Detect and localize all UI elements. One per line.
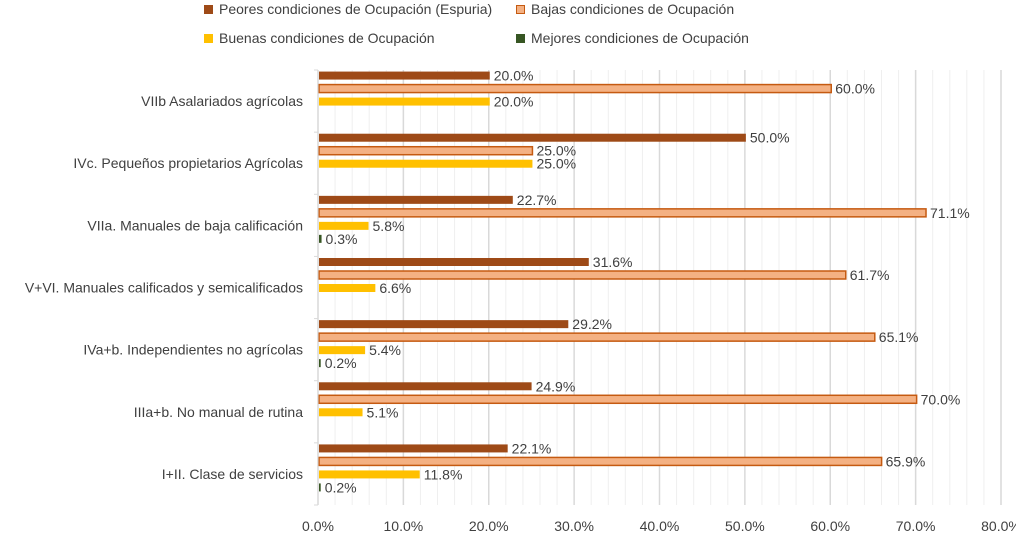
legend-item-buenas[interactable]: Buenas condiciones de Ocupación xyxy=(204,30,435,46)
bar-1-5 xyxy=(318,394,918,405)
x-tick-label: 10.0% xyxy=(384,518,424,534)
legend-swatch-peores xyxy=(204,4,213,14)
category-label: V+VI. Manuales calificados y semicalific… xyxy=(25,280,303,296)
bar-2-1 xyxy=(319,159,533,168)
data-label: 20.0% xyxy=(494,68,534,84)
bar-1-4 xyxy=(318,332,876,342)
x-tick-label: 70.0% xyxy=(896,518,936,534)
bar-1-1 xyxy=(318,145,534,156)
category-label: IVa+b. Independientes no agrícolas xyxy=(83,342,303,358)
x-tick-label: 40.0% xyxy=(640,518,680,534)
y-axis: VIIb Asalariados agrícolas IVc. Pequeños … xyxy=(25,69,319,506)
bar-2-4 xyxy=(319,346,366,355)
data-label: 31.6% xyxy=(593,254,633,270)
data-label: 5.4% xyxy=(369,342,401,358)
bar-1-3 xyxy=(318,270,847,280)
category-label: IVc. Pequeños propietarios Agrícolas xyxy=(73,155,303,171)
x-tick-label: 80.0% xyxy=(981,518,1016,534)
bar-0-3 xyxy=(319,258,589,266)
data-label: 0.3% xyxy=(326,231,358,247)
data-label: 25.0% xyxy=(536,143,576,159)
bar-0-6 xyxy=(319,444,508,453)
bar-2-5 xyxy=(319,408,363,417)
legend-item-bajas[interactable]: Bajas condiciones de Ocupación xyxy=(516,1,734,17)
bar-1-2 xyxy=(318,208,927,218)
legend-swatch-buenas xyxy=(204,33,213,43)
x-tick-label: 50.0% xyxy=(725,518,765,534)
data-label: 0.2% xyxy=(325,355,357,371)
data-label: 24.9% xyxy=(536,378,576,394)
legend-label-peores: Peores condiciones de Ocupación (Espuria… xyxy=(219,1,493,17)
bar-0-2 xyxy=(319,195,513,204)
data-label: 50.0% xyxy=(750,130,790,146)
legend-label-buenas: Buenas condiciones de Ocupación xyxy=(219,30,435,46)
category-label: VIIa. Manuales de baja calificación xyxy=(87,217,303,233)
data-label: 6.6% xyxy=(379,280,411,296)
category-label: VIIb Asalariados agrícolas xyxy=(141,93,303,109)
x-tick-label: 20.0% xyxy=(469,518,509,534)
x-tick-label: 30.0% xyxy=(554,518,594,534)
data-labels: 20.0% 60.0% 20.0% 50.0% 25.0%25.0% 22.7% 71.1%… xyxy=(325,68,970,496)
data-label: 65.1% xyxy=(879,329,919,345)
bar-0-4 xyxy=(319,320,569,329)
data-label: 22.1% xyxy=(512,440,552,456)
bar-2-0 xyxy=(319,97,490,106)
data-label: 5.1% xyxy=(367,404,399,420)
bar-3-2 xyxy=(319,234,322,243)
category-label: I+II. Clase de servicios xyxy=(162,466,303,482)
bar-3-4 xyxy=(319,359,321,368)
data-label: 65.9% xyxy=(886,453,926,469)
bar-2-2 xyxy=(319,221,369,230)
data-label: 22.7% xyxy=(517,192,557,208)
data-label: 20.0% xyxy=(494,94,534,110)
data-label: 0.2% xyxy=(325,479,357,495)
data-label: 70.0% xyxy=(921,391,961,407)
legend-item-mejores[interactable]: Mejores condiciones de Ocupación xyxy=(516,30,749,46)
x-tick-label: 0.0% xyxy=(302,518,334,534)
legend-swatch-mejores xyxy=(516,33,525,43)
data-label: 29.2% xyxy=(572,316,612,332)
bars xyxy=(318,71,927,492)
data-label: 71.1% xyxy=(930,205,970,221)
category-label: IIIa+b. No manual de rutina xyxy=(134,404,303,420)
data-label: 11.8% xyxy=(424,466,463,482)
data-label: 61.7% xyxy=(850,267,890,283)
bar-0-1 xyxy=(319,133,746,142)
data-label: 25.0% xyxy=(536,156,576,172)
bar-1-6 xyxy=(318,456,883,467)
bar-1-0 xyxy=(318,83,832,94)
bar-0-0 xyxy=(319,71,490,80)
legend-label-bajas: Bajas condiciones de Ocupación xyxy=(531,1,735,17)
x-axis: 0.0% 10.0% 20.0% 30.0% 40.0% 50.0% 60.0% 70.0% 8… xyxy=(302,518,1016,534)
bar-2-3 xyxy=(319,284,376,292)
bar-3-6 xyxy=(319,483,321,492)
x-tick-label: 60.0% xyxy=(810,518,850,534)
bar-2-6 xyxy=(319,470,420,479)
legend-label-mejores: Mejores condiciones de Ocupación xyxy=(531,30,749,46)
legend-item-peores[interactable]: Peores condiciones de Ocupación (Espuria… xyxy=(204,1,492,17)
gridlines xyxy=(317,70,1002,505)
data-label: 60.0% xyxy=(835,81,875,97)
data-label: 5.8% xyxy=(373,218,405,234)
legend-swatch-bajas xyxy=(516,4,525,14)
bar-0-5 xyxy=(319,382,532,391)
